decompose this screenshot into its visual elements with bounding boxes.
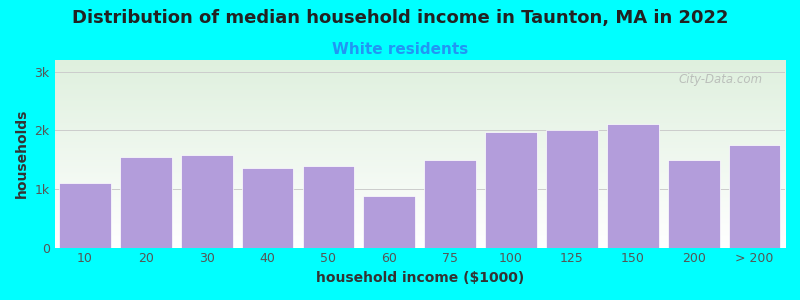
Bar [668, 160, 719, 248]
Bar [181, 155, 233, 247]
Y-axis label: households: households [15, 109, 29, 199]
Bar [607, 124, 658, 248]
Bar [120, 157, 172, 247]
Text: Distribution of median household income in Taunton, MA in 2022: Distribution of median household income … [72, 9, 728, 27]
Bar [546, 130, 598, 247]
Bar [59, 183, 111, 248]
Bar [424, 160, 476, 248]
Bar [729, 145, 781, 248]
X-axis label: household income ($1000): household income ($1000) [316, 271, 524, 285]
Text: White residents: White residents [332, 42, 468, 57]
Text: City-Data.com: City-Data.com [679, 73, 763, 86]
Bar [242, 168, 294, 248]
Bar [486, 131, 537, 248]
Bar [363, 196, 415, 248]
Bar [302, 166, 354, 248]
